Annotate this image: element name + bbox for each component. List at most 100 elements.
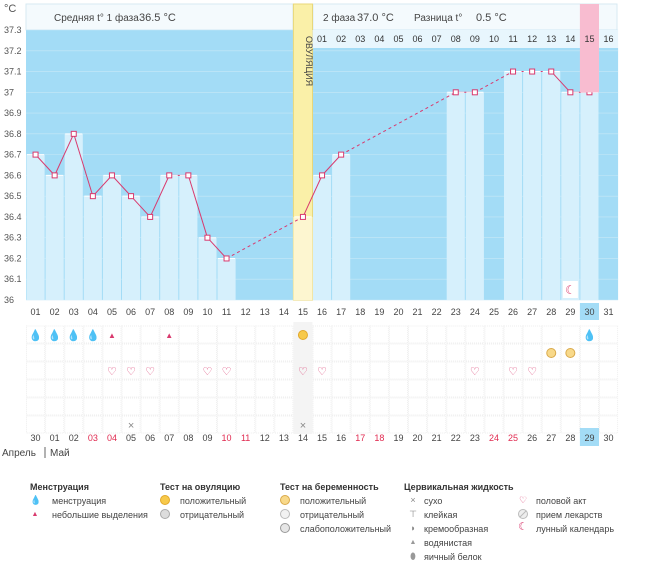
mark-cell	[408, 379, 428, 398]
mark-cell	[484, 325, 504, 344]
temperature-point	[128, 193, 135, 200]
phase2-day-number: 01	[317, 34, 327, 44]
mark-cell	[178, 379, 198, 398]
phase2-day-number: 04	[374, 34, 384, 44]
mark-cell	[45, 325, 65, 344]
temperature-point	[108, 172, 115, 179]
mark-cell	[83, 397, 103, 416]
mark-cell	[45, 361, 65, 380]
mark-cell	[236, 325, 256, 344]
mark-cell	[465, 343, 485, 362]
calendar-day: 28	[565, 433, 575, 443]
phase2-day-number: 09	[470, 34, 480, 44]
phase2-day-number: 02	[336, 34, 346, 44]
mark-cell	[26, 379, 46, 398]
phase2-day-highlight	[579, 30, 599, 48]
menstruation-icon: 💧	[86, 329, 100, 342]
mark-cell	[484, 397, 504, 416]
mark-cell	[522, 379, 542, 398]
y-tick-label: 36.6	[4, 170, 22, 180]
mark-cell	[312, 343, 332, 362]
temperature-point	[548, 68, 555, 75]
calendar-day: 02	[69, 433, 79, 443]
mark-cell	[45, 343, 65, 362]
x-tick-label: 16	[317, 307, 327, 317]
intercourse-icon: ♡	[203, 366, 213, 378]
mark-cell	[350, 379, 370, 398]
calendar-day: 23	[470, 433, 480, 443]
mark-cell	[274, 325, 294, 344]
x-tick-label: 07	[145, 307, 155, 317]
light-discharge-icon: ▲	[165, 331, 173, 340]
mark-cell	[503, 415, 523, 434]
mark-cell	[102, 343, 122, 362]
intercourse-icon: ♡	[145, 366, 155, 378]
calendar-day: 24	[489, 433, 499, 443]
mark-cell	[64, 415, 84, 434]
y-tick-label: 36.8	[4, 129, 22, 139]
legend-watery: водянистая	[424, 538, 473, 548]
mark-cell	[465, 397, 485, 416]
intercourse-icon: ♡	[527, 366, 537, 378]
temperature-point	[338, 151, 345, 158]
legend-ovulation-test-title: Тест на овуляцию	[160, 482, 241, 492]
mark-cell	[503, 397, 523, 416]
mark-cell	[217, 415, 237, 434]
legend-pregnancy-positive: положительный	[300, 496, 367, 506]
temperature-bar	[313, 175, 332, 300]
temperature-line	[130, 195, 151, 218]
temperature-line	[207, 237, 227, 259]
mark-cell	[217, 397, 237, 416]
temperature-line	[226, 216, 304, 259]
mark-cell	[446, 415, 466, 434]
mark-cell	[427, 379, 447, 398]
mark-cell	[484, 361, 504, 380]
mark-cell	[312, 415, 332, 434]
diff-label: Разница t°	[414, 13, 462, 24]
phase2-day-number: 10	[489, 34, 499, 44]
mark-cell	[197, 379, 217, 398]
mark-cell	[369, 361, 389, 380]
mark-cell	[102, 325, 122, 344]
pregnancy-positive-icon	[546, 348, 557, 358]
mark-cell	[388, 325, 408, 344]
mark-cell	[159, 343, 179, 362]
mark-cell	[140, 397, 160, 416]
calendar-day: 25	[508, 433, 518, 443]
y-tick-label: 37.2	[4, 46, 22, 56]
mark-cell	[64, 397, 84, 416]
mark-cell	[140, 379, 160, 398]
mark-cell	[121, 325, 141, 344]
temperature-bar	[446, 92, 465, 300]
phase2-day-number: 16	[604, 34, 614, 44]
mark-cell	[369, 343, 389, 362]
x-tick-label: 01	[31, 307, 41, 317]
legend-light-discharge: небольшие выделения	[52, 510, 148, 520]
mark-cell	[121, 361, 141, 380]
temperature-point	[166, 172, 173, 179]
mark-cell	[522, 397, 542, 416]
calendar-day: 27	[546, 433, 556, 443]
x-tick-label: 04	[88, 307, 98, 317]
mark-cell	[541, 415, 561, 434]
x-tick-label: 20	[393, 307, 403, 317]
calendar-day: 06	[145, 433, 155, 443]
temperature-point	[89, 193, 96, 200]
mark-cell	[503, 379, 523, 398]
mark-cell	[484, 415, 504, 434]
temperature-line	[187, 175, 208, 238]
phase2-day-number: 08	[451, 34, 461, 44]
mark-cell	[255, 397, 275, 416]
mark-cell	[560, 325, 580, 344]
mark-cell	[541, 361, 561, 380]
mark-cell	[427, 325, 447, 344]
mark-cell	[197, 361, 217, 380]
x-tick-label: 09	[183, 307, 193, 317]
mark-cell	[579, 343, 600, 362]
mark-cell	[484, 343, 504, 362]
temperature-point	[471, 89, 478, 96]
temperature-point	[70, 130, 77, 137]
phase2-day-number: 06	[413, 34, 423, 44]
mark-cell	[560, 415, 580, 434]
calendar-day: 21	[432, 433, 442, 443]
